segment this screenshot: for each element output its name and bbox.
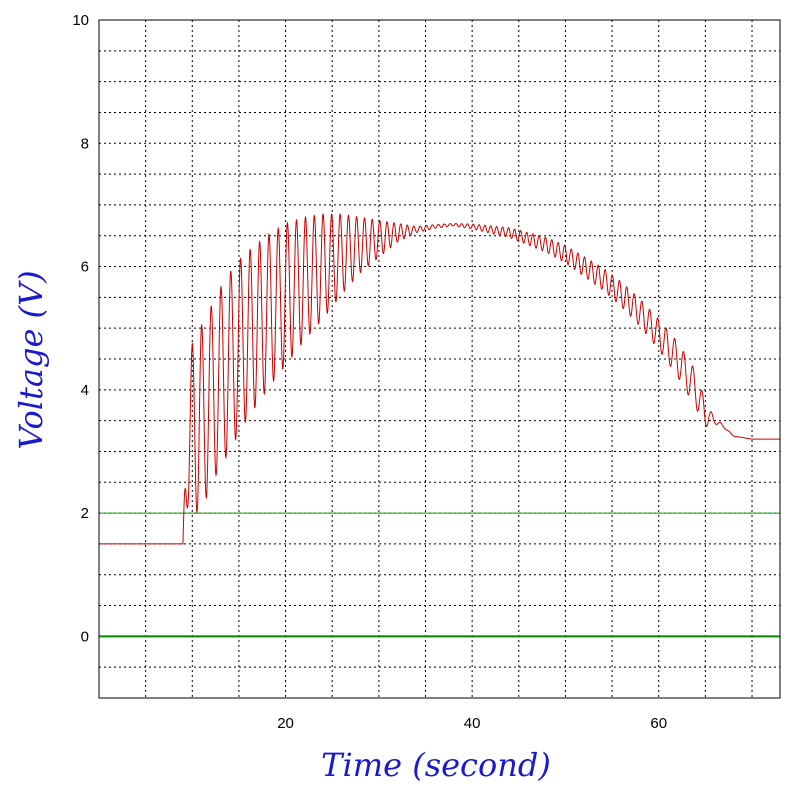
reference-lines [99,512,780,638]
x-tick-labels: 20 40 60 [277,715,667,732]
y-tick-label: 8 [81,135,89,152]
y-tick-label: 6 [81,259,89,276]
x-tick-label: 20 [277,715,294,732]
y-tick-label: 10 [72,12,89,29]
series-layer [99,212,780,545]
voltage-series-line [99,212,780,545]
y-tick-label: 4 [81,382,89,399]
plot-frame [98,19,781,699]
y-tick-label: 2 [81,505,89,522]
y-axis-title: Voltage (V) [12,270,50,449]
y-tick-label: 0 [81,628,89,645]
x-tick-label: 40 [464,715,481,732]
y-tick-labels: 0 2 4 6 8 10 [72,12,89,645]
x-axis-title: Time (second) [321,746,551,784]
x-tick-label: 60 [650,715,667,732]
